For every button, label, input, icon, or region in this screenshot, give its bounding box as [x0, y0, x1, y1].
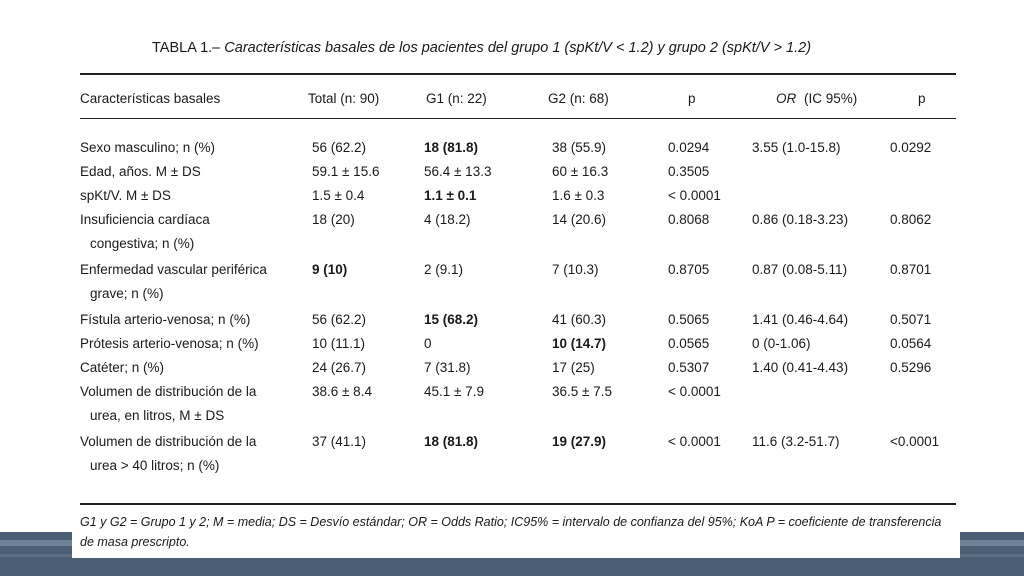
- header-p: p: [688, 91, 696, 106]
- row-label: Catéter; n (%): [80, 360, 165, 375]
- cell-g2: 60 ± 16.3: [552, 164, 609, 179]
- row-label: grave; n (%): [90, 286, 164, 301]
- row-label: spKt/V. M ± DS: [80, 188, 171, 203]
- cell-or: 0 (0-1.06): [752, 336, 811, 351]
- cell-p: 0.0294: [668, 140, 710, 155]
- cell-p: 0.0565: [668, 336, 710, 351]
- cell-p: < 0.0001: [668, 384, 721, 399]
- cell-p2: 0.8701: [890, 262, 932, 277]
- cell-g2: 7 (10.3): [552, 262, 599, 277]
- row-label: urea > 40 litros; n (%): [90, 458, 220, 473]
- cell-g1: 4 (18.2): [424, 212, 471, 227]
- cell-total: 56 (62.2): [312, 140, 367, 155]
- cell-total: 10 (11.1): [312, 336, 366, 351]
- table-sheet: TABLA 1.– Características basales de los…: [72, 28, 960, 558]
- header-g2: G2 (n: 68): [548, 91, 609, 106]
- cell-or: 0.87 (0.08-5.11): [752, 262, 848, 277]
- table-title-text: Características basales de los pacientes…: [224, 40, 812, 56]
- cell-g1: 2 (9.1): [424, 262, 464, 277]
- cell-g1: 7 (31.8): [424, 360, 471, 375]
- row-label: Sexo masculino; n (%): [80, 140, 216, 155]
- row-label: Volumen de distribución de la: [80, 434, 257, 449]
- cell-g1: 18 (81.8): [424, 434, 479, 449]
- cell-g2: 10 (14.7): [552, 336, 607, 351]
- cell-p: 0.8068: [668, 212, 710, 227]
- cell-g2: 41 (60.3): [552, 312, 607, 327]
- row-label: urea, en litros, M ± DS: [90, 408, 225, 423]
- cell-g2: 38 (55.9): [552, 140, 607, 155]
- row-label: congestiva; n (%): [90, 236, 195, 251]
- cell-or: 1.40 (0.41-4.43): [752, 360, 849, 375]
- row-label: Edad, años. M ± DS: [80, 164, 201, 179]
- cell-total: 1.5 ± 0.4: [312, 188, 365, 203]
- cell-g2: 19 (27.9): [552, 434, 607, 449]
- table-title: TABLA 1.– Características basales de los…: [152, 40, 811, 56]
- cell-g1: 1.1 ± 0.1: [424, 188, 477, 203]
- cell-g2: 17 (25): [552, 360, 595, 375]
- cell-g2: 36.5 ± 7.5: [552, 384, 612, 399]
- cell-g1: 56.4 ± 13.3: [424, 164, 492, 179]
- cell-g2: 1.6 ± 0.3: [552, 188, 605, 203]
- cell-g2: 14 (20.6): [552, 212, 607, 227]
- cell-or: 0.86 (0.18-3.23): [752, 212, 849, 227]
- cell-p: < 0.0001: [668, 434, 721, 449]
- cell-total: 24 (26.7): [312, 360, 367, 375]
- cell-g1: 45.1 ± 7.9: [424, 384, 484, 399]
- cell-p: 0.8705: [668, 262, 710, 277]
- rule-bottom: [80, 503, 956, 505]
- cell-p2: 0.5071: [890, 312, 932, 327]
- cell-g1: 0: [424, 336, 432, 351]
- row-label: Insuficiencia cardíaca: [80, 212, 210, 227]
- rule-header: [80, 118, 956, 119]
- cell-p: 0.3505: [668, 164, 710, 179]
- header-or: OR: [776, 91, 797, 106]
- cell-total: 9 (10): [312, 262, 348, 277]
- rule-top: [80, 73, 956, 75]
- cell-or: 3.55 (1.0-15.8): [752, 140, 841, 155]
- row-label: Volumen de distribución de la: [80, 384, 257, 399]
- header-g1: G1 (n: 22): [426, 91, 487, 106]
- cell-g1: 15 (68.2): [424, 312, 479, 327]
- row-label: Fístula arterio-venosa; n (%): [80, 312, 251, 327]
- table-footnote: G1 y G2 = Grupo 1 y 2; M = media; DS = D…: [80, 515, 942, 549]
- cell-p: < 0.0001: [668, 188, 721, 203]
- cell-total: 37 (41.1): [312, 434, 367, 449]
- header-total: Total (n: 90): [308, 91, 380, 106]
- cell-p2: 0.8062: [890, 212, 932, 227]
- cell-p: 0.5307: [668, 360, 710, 375]
- header-p2: p: [918, 91, 926, 106]
- cell-g1: 18 (81.8): [424, 140, 479, 155]
- cell-total: 18 (20): [312, 212, 355, 227]
- cell-p2: <0.0001: [890, 434, 940, 449]
- table-title-lead: TABLA 1.–: [152, 40, 221, 56]
- cell-total: 38.6 ± 8.4: [312, 384, 372, 399]
- cell-p: 0.5065: [668, 312, 710, 327]
- cell-or: 1.41 (0.46-4.64): [752, 312, 849, 327]
- cell-or: 11.6 (3.2-51.7): [752, 434, 840, 449]
- cell-total: 59.1 ± 15.6: [312, 164, 380, 179]
- row-label: Enfermedad vascular periférica: [80, 262, 267, 277]
- cell-p2: 0.5296: [890, 360, 932, 375]
- header-ic: (IC 95%): [804, 91, 858, 106]
- header-characteristics: Características basales: [80, 91, 221, 106]
- cell-total: 56 (62.2): [312, 312, 367, 327]
- cell-p2: 0.0564: [890, 336, 932, 351]
- cell-p2: 0.0292: [890, 140, 932, 155]
- row-label: Prótesis arterio-venosa; n (%): [80, 336, 259, 351]
